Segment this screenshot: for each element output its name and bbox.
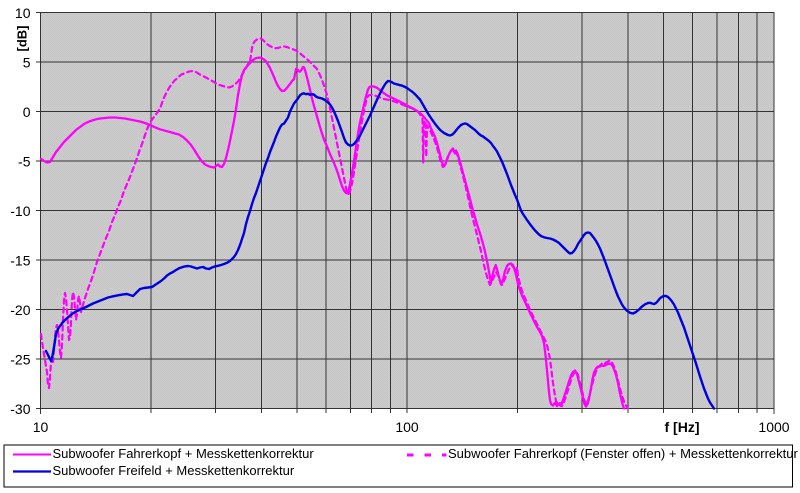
svg-text:0: 0	[23, 104, 31, 120]
svg-text:1000: 1000	[758, 419, 789, 435]
svg-text:[dB]: [dB]	[15, 26, 30, 52]
svg-text:-10: -10	[10, 203, 30, 219]
svg-text:-30: -30	[10, 401, 30, 417]
svg-text:Subwoofer Freifeld + Messkette: Subwoofer Freifeld + Messkettenkorrektur	[53, 463, 295, 478]
svg-text:Subwoofer Fahrerkopf (Fenster: Subwoofer Fahrerkopf (Fenster offen) + M…	[448, 446, 799, 461]
svg-text:10: 10	[33, 419, 49, 435]
svg-text:Subwoofer Fahrerkopf + Messket: Subwoofer Fahrerkopf + Messkettenkorrekt…	[53, 446, 315, 461]
svg-text:10: 10	[15, 5, 31, 21]
svg-text:-25: -25	[10, 351, 30, 367]
svg-text:100: 100	[395, 419, 419, 435]
svg-text:-15: -15	[10, 252, 30, 268]
svg-text:-20: -20	[10, 302, 30, 318]
svg-text:f [Hz]: f [Hz]	[665, 419, 700, 435]
svg-text:5: 5	[23, 54, 31, 70]
svg-text:-5: -5	[18, 153, 31, 169]
